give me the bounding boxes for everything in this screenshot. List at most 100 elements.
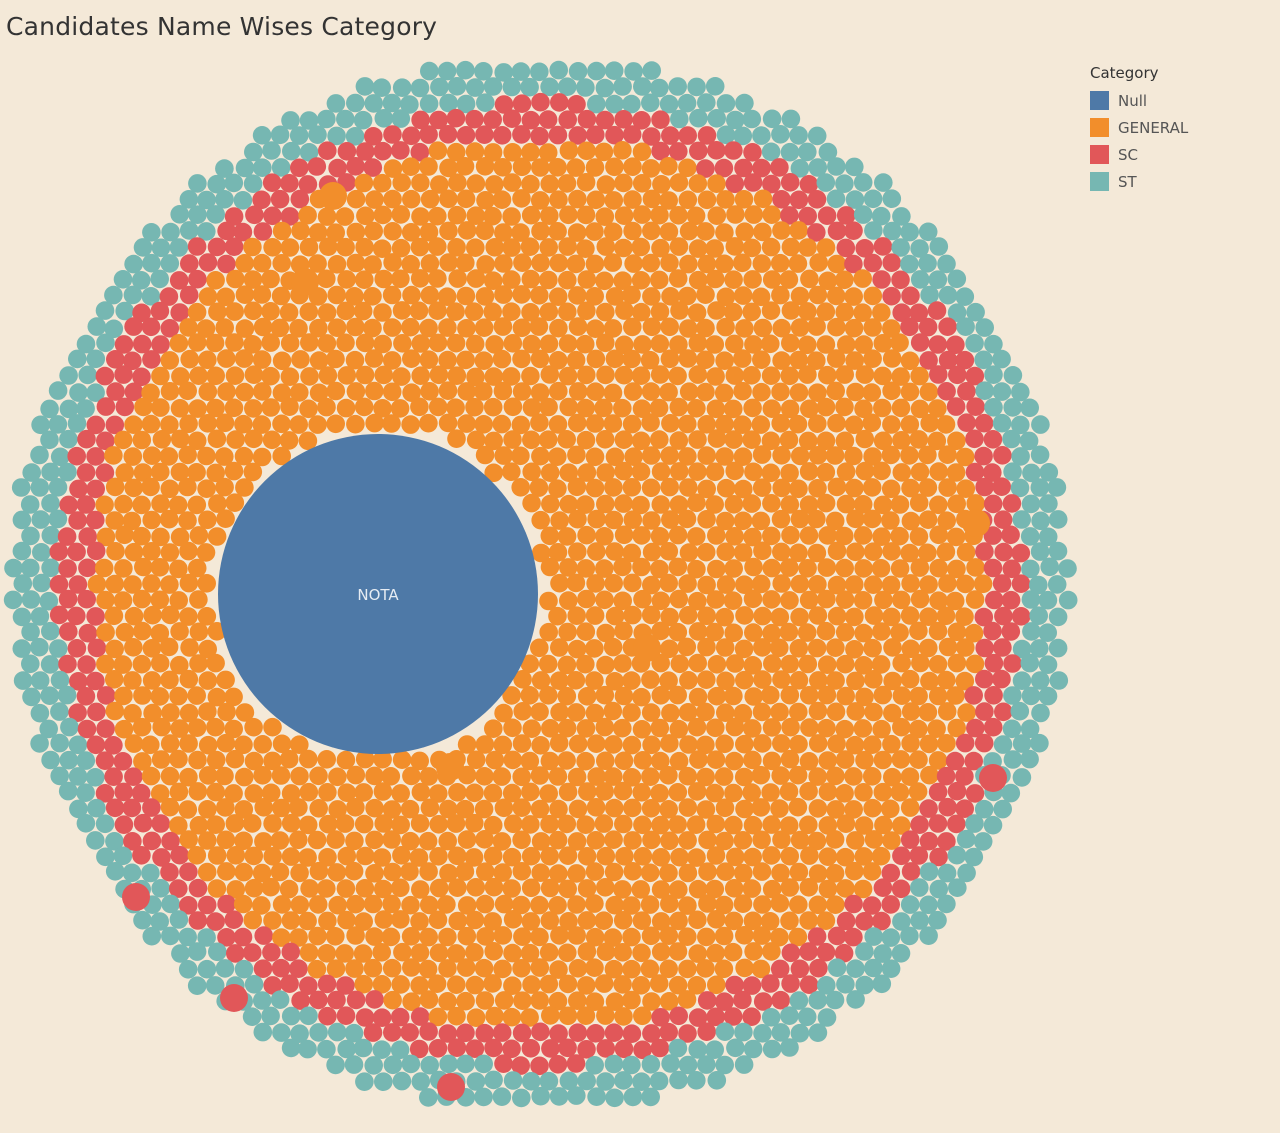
bubble-general-744[interactable] (466, 367, 485, 387)
bubble-general-713[interactable] (845, 351, 864, 370)
bubble-general-492[interactable] (382, 285, 402, 305)
bubble-general-2022[interactable] (874, 815, 893, 835)
bubble-sc-2345[interactable] (827, 926, 847, 946)
bubble-general-2290[interactable] (613, 911, 633, 930)
bubble-general-392[interactable] (235, 253, 254, 273)
bubble-general-1708[interactable] (781, 717, 800, 737)
bubble-general-455[interactable] (558, 270, 577, 290)
bubble-general-2520[interactable] (558, 1006, 578, 1026)
bubble-sc-939[interactable] (96, 431, 115, 451)
bubble-general-1130[interactable] (576, 495, 595, 514)
bubble-general-2196[interactable] (540, 878, 560, 898)
bubble-general-1019[interactable] (881, 445, 901, 465)
bubble-st-933[interactable] (992, 413, 1012, 433)
bubble-st-1276[interactable] (4, 558, 23, 578)
bubble-general-900[interactable] (382, 414, 401, 433)
bubble-sc-2425[interactable] (809, 958, 828, 978)
bubble-general-747[interactable] (521, 366, 540, 386)
bubble-general-2454[interactable] (631, 976, 651, 995)
bubble-general-803[interactable] (586, 382, 605, 402)
bubble-general-1631[interactable] (946, 686, 965, 705)
bubble-sc-1390[interactable] (985, 590, 1004, 610)
bubble-st-2538[interactable] (309, 1023, 328, 1042)
bubble-st-1434[interactable] (21, 622, 40, 642)
bubble-general-2131[interactable] (197, 862, 217, 882)
bubble-general-370[interactable] (651, 238, 670, 258)
bubble-general-955[interactable] (522, 430, 541, 450)
bubble-st-183[interactable] (207, 174, 226, 194)
bubble-general-248[interactable] (697, 190, 717, 210)
bubble-general-2241[interactable] (530, 895, 549, 915)
bubble-st-525[interactable] (115, 301, 134, 321)
bubble-general-2202[interactable] (651, 880, 671, 899)
bubble-general-513[interactable] (771, 285, 790, 305)
bubble-general-646[interactable] (539, 334, 559, 354)
bubble-general-2416[interactable] (640, 959, 660, 979)
bubble-general-1568[interactable] (566, 671, 586, 690)
bubble-general-1369[interactable] (595, 590, 614, 610)
bubble-st-620[interactable] (975, 318, 994, 337)
bubble-general-1973[interactable] (900, 798, 920, 817)
bubble-general-1611[interactable] (577, 687, 597, 706)
bubble-st-2631[interactable] (614, 1071, 633, 1090)
bubble-general-535[interactable] (299, 302, 319, 322)
bubble-general-2257[interactable] (826, 895, 845, 914)
bubble-general-159[interactable] (439, 158, 458, 178)
bubble-st-11[interactable] (624, 62, 643, 81)
bubble-general-551[interactable] (596, 302, 615, 322)
bubble-sc-2437[interactable] (317, 974, 337, 994)
bubble-general-1425[interactable] (900, 606, 920, 625)
bubble-general-753[interactable] (631, 366, 651, 386)
bubble-general-1294[interactable] (668, 557, 688, 577)
bubble-general-781[interactable] (178, 381, 197, 401)
bubble-general-1758[interactable] (845, 735, 865, 755)
bubble-general-2358[interactable] (299, 943, 319, 962)
bubble-general-923[interactable] (808, 414, 827, 434)
bubble-general-125[interactable] (428, 141, 448, 160)
bubble-general-359[interactable] (447, 238, 466, 257)
bubble-general-2238[interactable] (475, 894, 495, 914)
bubble-general-1178[interactable] (716, 511, 735, 531)
bubble-general-239[interactable] (530, 191, 550, 210)
bubble-general-2380[interactable] (706, 943, 725, 963)
bubble-general-1243[interactable] (142, 542, 161, 561)
bubble-sc-224[interactable] (252, 190, 271, 210)
bubble-general-958[interactable] (576, 430, 596, 450)
bubble-st-1432[interactable] (1029, 606, 1048, 625)
bubble-general-1461[interactable] (835, 623, 855, 642)
bubble-general-1544[interactable] (892, 653, 911, 673)
bubble-general-1002[interactable] (567, 445, 586, 465)
bubble-general-408[interactable] (531, 253, 550, 273)
bubble-general-2100[interactable] (502, 847, 522, 867)
bubble-general-699[interactable] (586, 349, 606, 369)
bubble-sc-2080[interactable] (132, 846, 151, 865)
bubble-general-795[interactable] (438, 381, 458, 401)
bubble-general-1103[interactable] (845, 478, 864, 498)
bubble-general-2486[interactable] (548, 991, 568, 1011)
bubble-general-1888[interactable] (281, 784, 301, 803)
bubble-sc-1397[interactable] (49, 605, 69, 625)
bubble-general-999[interactable] (511, 446, 530, 466)
bubble-st-1680[interactable] (60, 717, 79, 737)
bubble-sc-1726[interactable] (104, 736, 123, 755)
bubble-general-889[interactable] (179, 414, 198, 434)
bubble-sc-2553[interactable] (586, 1024, 605, 1043)
bubble-st-56[interactable] (281, 111, 300, 130)
bubble-st-179[interactable] (808, 158, 828, 177)
bubble-sc-426[interactable] (863, 253, 883, 273)
bubble-st-1877[interactable] (76, 783, 95, 802)
bubble-general-2003[interactable] (521, 815, 540, 834)
bubble-general-289[interactable] (726, 205, 745, 224)
bubble-st-55[interactable] (735, 93, 754, 113)
bubble-general-203[interactable] (576, 173, 596, 192)
bubble-general-1817[interactable] (928, 751, 948, 770)
bubble-general-1580[interactable] (789, 671, 809, 690)
bubble-general-351[interactable] (299, 237, 319, 257)
bubble-general-2360[interactable] (335, 944, 355, 963)
bubble-general-903[interactable] (438, 413, 458, 433)
bubble-general-286[interactable] (669, 206, 688, 225)
bubble-general-1601[interactable] (133, 686, 152, 705)
bubble-st-1597[interactable] (57, 685, 77, 705)
bubble-sc-92[interactable] (402, 126, 421, 146)
bubble-general-364[interactable] (539, 238, 558, 257)
